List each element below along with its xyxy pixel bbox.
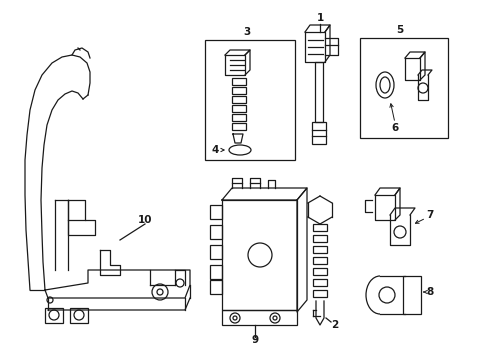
Bar	[209, 205, 222, 219]
Bar	[402, 276, 420, 314]
Bar	[70, 308, 88, 323]
Bar	[231, 87, 245, 94]
Bar	[209, 265, 222, 279]
Bar	[312, 268, 326, 275]
Bar	[209, 245, 222, 259]
Text: 6: 6	[390, 123, 398, 133]
Bar	[312, 235, 326, 242]
Bar	[209, 280, 222, 294]
Text: 5: 5	[396, 25, 403, 35]
Text: 2: 2	[331, 320, 338, 330]
Bar	[312, 257, 326, 264]
Bar	[312, 290, 326, 297]
Text: 4: 4	[211, 145, 218, 155]
Text: 9: 9	[251, 335, 258, 345]
Text: 8: 8	[426, 287, 433, 297]
Bar	[312, 224, 326, 231]
Bar	[45, 308, 63, 323]
Bar	[231, 105, 245, 112]
Text: 10: 10	[138, 215, 152, 225]
Bar	[231, 78, 245, 85]
Bar	[204, 40, 294, 160]
Bar	[314, 62, 323, 122]
Bar	[231, 114, 245, 121]
Bar	[222, 310, 296, 325]
Bar	[311, 122, 325, 144]
Text: 7: 7	[426, 210, 433, 220]
Bar	[222, 200, 296, 310]
Bar	[359, 38, 447, 138]
Text: 1: 1	[316, 13, 323, 23]
Bar	[312, 279, 326, 286]
Bar	[231, 96, 245, 103]
Bar	[312, 246, 326, 253]
Bar	[209, 225, 222, 239]
Bar	[231, 123, 245, 130]
Text: 3: 3	[243, 27, 250, 37]
